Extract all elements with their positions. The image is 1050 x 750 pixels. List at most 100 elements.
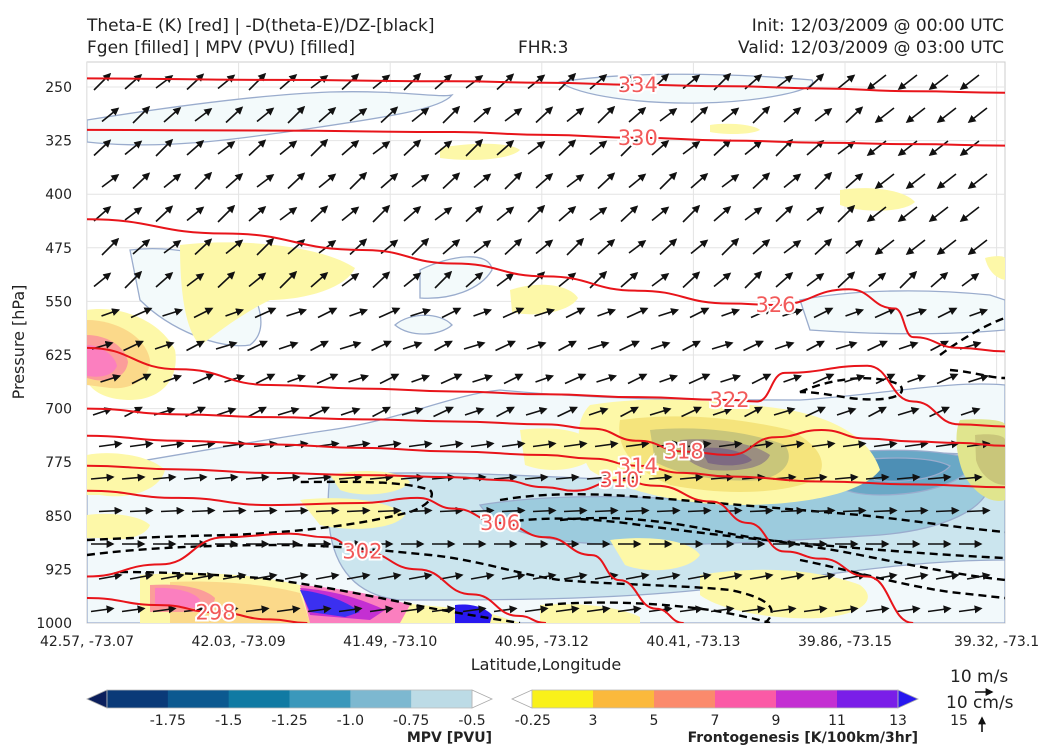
wind-vector — [812, 373, 835, 385]
wind-vector — [410, 308, 432, 317]
wind-vector — [936, 373, 959, 385]
wind-vector — [439, 506, 464, 515]
wind-vector — [690, 239, 709, 255]
wind-vector — [524, 473, 549, 482]
wind-vector — [775, 75, 794, 89]
wind-vector — [442, 105, 461, 124]
x-tick-label: 42.57, -73.07 — [40, 634, 134, 650]
wind-vector — [928, 206, 949, 222]
wind-vector — [160, 572, 185, 581]
wind-vector — [682, 340, 701, 352]
wind-vector — [349, 171, 368, 190]
wind-vector — [842, 506, 867, 515]
wind-vector — [532, 506, 557, 515]
wind-vector — [318, 173, 337, 189]
wind-vector — [310, 75, 329, 89]
wind-vector — [873, 440, 898, 449]
wind-vector — [279, 270, 298, 289]
wind-vector — [866, 74, 887, 90]
wind-vector — [874, 239, 895, 255]
wind-vector — [905, 173, 926, 189]
wind-vector — [535, 239, 554, 255]
wind-vector — [493, 473, 518, 482]
wind-vector — [563, 440, 588, 449]
colorbar-tick-label: 11 — [828, 713, 846, 729]
wind-vector — [535, 106, 554, 124]
wind-vector — [751, 373, 772, 385]
wind-vector — [744, 270, 763, 289]
wind-vector — [687, 506, 712, 515]
wind-vector — [248, 72, 267, 91]
wind-vector — [586, 605, 611, 614]
wind-vector — [936, 107, 957, 123]
wind-vector — [194, 238, 213, 256]
wind-vector — [380, 172, 399, 189]
wind-vector — [256, 174, 275, 188]
wind-vector — [501, 440, 526, 449]
wind-vector — [744, 207, 763, 221]
wind-vector — [690, 106, 709, 124]
theta-e-contour-line — [87, 464, 914, 623]
wind-vector — [124, 270, 143, 289]
wind-vector — [434, 207, 453, 221]
wind-vector — [904, 440, 929, 449]
wind-vector — [837, 74, 856, 90]
wind-vector — [317, 307, 338, 319]
wind-vector — [806, 206, 825, 222]
wind-vector — [504, 108, 523, 122]
wind-vector — [775, 205, 794, 223]
wind-vector — [192, 373, 215, 385]
wind-vector — [526, 341, 547, 350]
wind-vector — [284, 572, 309, 581]
wind-vector — [866, 206, 887, 222]
wind-vector — [681, 406, 702, 418]
wind-vector — [310, 138, 329, 157]
colorbar-segment — [593, 690, 655, 708]
wind-vector — [868, 406, 887, 418]
wind-vector — [690, 172, 709, 189]
wind-vector — [620, 205, 639, 223]
wind-vector — [806, 340, 825, 352]
wind-vector — [564, 373, 587, 385]
wind-vector — [98, 572, 123, 581]
wind-vector — [928, 74, 949, 90]
y-tick-label: 850 — [45, 509, 72, 525]
wind-vector — [868, 272, 887, 288]
mpv-colorbar-label: MPV [PVU] — [407, 730, 492, 746]
wind-vector — [160, 440, 185, 449]
wind-vector — [558, 139, 577, 157]
wind-vector — [656, 506, 681, 515]
colorbar-segment — [107, 690, 169, 708]
wind-vector — [372, 204, 391, 223]
wind-vector — [744, 140, 763, 156]
wind-vector — [340, 407, 361, 416]
wind-vector — [256, 237, 275, 256]
wind-vector — [566, 174, 585, 188]
y-axis-ticks: 250 325 400 475 550 625 700 775 850 925 1000 — [36, 80, 72, 632]
wind-vector — [534, 308, 556, 317]
wind-vector — [873, 506, 898, 515]
y-tick-label: 1000 — [36, 616, 72, 632]
wind-vector — [904, 572, 929, 581]
wind-vector — [186, 139, 205, 156]
wind-vector — [287, 105, 306, 124]
wind-vector — [287, 374, 307, 383]
wind-vector — [805, 406, 826, 418]
wind-vector — [411, 107, 430, 123]
wind-vector — [937, 307, 958, 319]
wind-vector — [214, 605, 239, 614]
y-tick-label: 325 — [45, 134, 72, 150]
wind-vector — [966, 506, 991, 515]
wind-vector — [524, 605, 549, 614]
wind-vector — [318, 106, 337, 123]
wind-vector — [121, 605, 146, 614]
wind-vector — [253, 506, 278, 515]
wind-vector — [408, 506, 433, 515]
wind-vector — [625, 506, 650, 515]
wind-vector — [132, 105, 151, 124]
wind-vector — [837, 204, 856, 223]
wind-vector — [713, 72, 732, 91]
wind-vector — [129, 506, 154, 515]
wind-vector — [710, 605, 735, 614]
wind-vector — [473, 240, 492, 254]
